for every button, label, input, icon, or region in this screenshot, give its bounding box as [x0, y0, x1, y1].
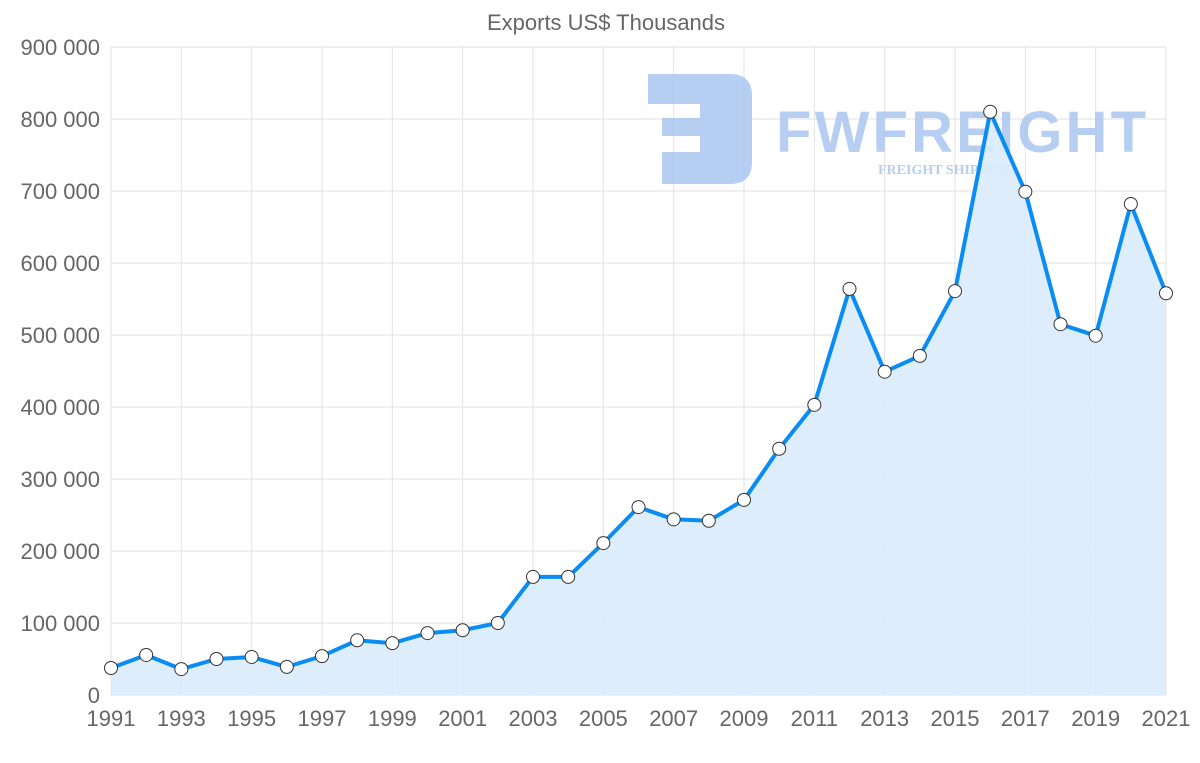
- data-point-2011[interactable]: [807, 397, 822, 412]
- y-tick-label: 0: [88, 683, 100, 708]
- y-axis: 0 100 000 200 000 300 000 400 000 500 000 600 …: [20, 35, 100, 708]
- y-tick-label: 800 000: [20, 107, 100, 132]
- data-point-2001[interactable]: [455, 623, 470, 638]
- data-point-2012[interactable]: [842, 281, 857, 296]
- x-tick-label: 2001: [438, 706, 487, 731]
- data-point-2014[interactable]: [912, 348, 927, 363]
- y-tick-label: 700 000: [20, 179, 100, 204]
- y-tick-label: 500 000: [20, 323, 100, 348]
- data-point-1993[interactable]: [174, 662, 189, 677]
- y-tick-label: 600 000: [20, 251, 100, 276]
- data-point-1999[interactable]: [385, 636, 400, 651]
- data-point-1998[interactable]: [350, 633, 365, 648]
- x-tick-label: 2011: [791, 706, 838, 731]
- y-tick-label: 300 000: [20, 467, 100, 492]
- data-point-2002[interactable]: [490, 616, 505, 630]
- data-point-2008[interactable]: [701, 513, 716, 528]
- data-point-1992[interactable]: [139, 647, 154, 662]
- data-point-2003[interactable]: [526, 569, 540, 584]
- data-point-2015[interactable]: [948, 284, 962, 299]
- x-tick-label: 2021: [1142, 706, 1191, 731]
- x-tick-label: 2017: [1001, 706, 1050, 731]
- watermark-logo: FWFREIGHT FREIGHT SHIPPING: [648, 74, 1146, 184]
- data-point-1995[interactable]: [244, 649, 259, 664]
- area-fill: [111, 111, 1166, 696]
- x-axis: 1991 1993 1995 1997 1999 2001 2003 2005 2007 2009…: [87, 706, 1191, 731]
- x-tick-label: 1991: [87, 706, 136, 731]
- x-tick-label: 1999: [368, 706, 417, 731]
- y-tick-label: 200 000: [20, 539, 100, 564]
- data-point-2007[interactable]: [666, 512, 681, 527]
- data-point-1991[interactable]: [104, 661, 118, 675]
- x-tick-label: 2007: [649, 706, 698, 731]
- series-exports: [104, 104, 1173, 696]
- x-tick-label: 1995: [227, 706, 276, 731]
- data-point-2004[interactable]: [561, 569, 576, 584]
- x-tick-label: 1997: [298, 706, 347, 731]
- data-point-2017[interactable]: [1018, 184, 1033, 199]
- y-tick-label: 900 000: [20, 35, 100, 60]
- data-point-2013[interactable]: [877, 364, 892, 379]
- x-tick-label: 2009: [720, 706, 769, 731]
- x-tick-label: 2003: [509, 706, 558, 731]
- x-tick-label: 2015: [931, 706, 980, 731]
- data-point-2005[interactable]: [596, 536, 611, 551]
- data-point-2019[interactable]: [1088, 328, 1103, 343]
- svg-text:FWFREIGHT: FWFREIGHT: [776, 100, 1146, 165]
- y-tick-label: 100 000: [20, 611, 100, 636]
- data-point-2010[interactable]: [772, 441, 787, 456]
- data-point-1994[interactable]: [209, 652, 224, 666]
- data-point-2006[interactable]: [631, 500, 646, 515]
- x-tick-label: 2013: [860, 706, 909, 731]
- x-tick-label: 2005: [579, 706, 628, 731]
- x-tick-label: 2019: [1071, 706, 1120, 731]
- data-point-1996[interactable]: [279, 659, 294, 674]
- data-point-1997[interactable]: [315, 649, 329, 664]
- data-point-2016[interactable]: [983, 104, 998, 119]
- data-point-2021[interactable]: [1159, 286, 1173, 301]
- x-tick-label: 1993: [157, 706, 206, 731]
- data-point-2018[interactable]: [1053, 317, 1068, 332]
- chart-title: Exports US$ Thousands: [487, 10, 725, 35]
- data-point-2020[interactable]: [1123, 196, 1138, 211]
- y-tick-label: 400 000: [20, 395, 100, 420]
- data-point-2009[interactable]: [737, 492, 751, 507]
- data-point-2000[interactable]: [420, 626, 435, 641]
